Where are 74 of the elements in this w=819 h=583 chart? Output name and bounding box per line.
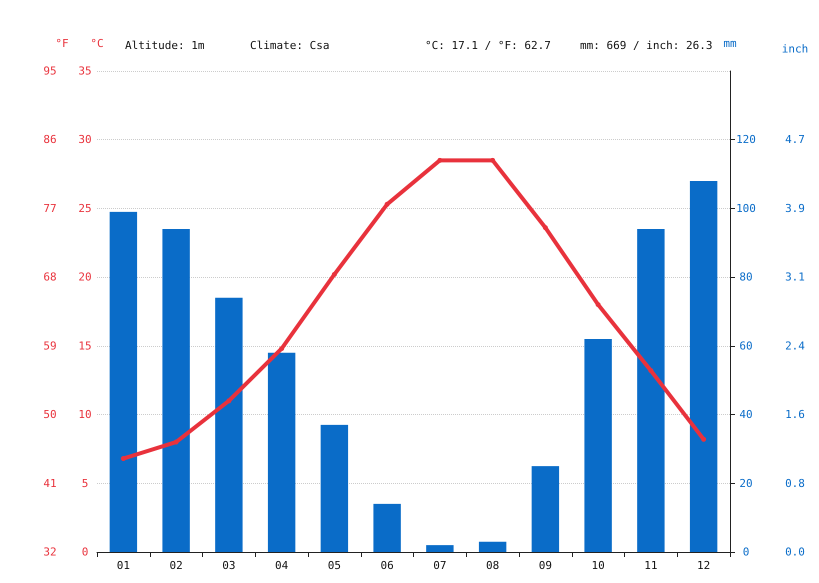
y3-tick-label: 77: [43, 202, 57, 215]
point: [437, 158, 442, 163]
x-tick-label: 07: [433, 559, 446, 572]
y-tick-label: 15: [78, 339, 92, 352]
point: [384, 202, 390, 207]
x-tick-label: 03: [222, 559, 236, 572]
text: 0.0: [785, 546, 805, 558]
x-tick-label: 10: [592, 559, 605, 572]
y2-tick-label: 0: [742, 546, 750, 558]
point: [490, 158, 496, 163]
y3-tick-label: 32: [43, 546, 57, 558]
y3-tick-label: 95: [43, 64, 57, 78]
x-tick-label: 08: [486, 559, 500, 572]
point: [701, 436, 706, 442]
x-tick-label: 04: [275, 559, 289, 572]
y-axis-title: °C: [90, 37, 104, 50]
point: [226, 398, 232, 404]
bar: [426, 545, 454, 552]
point: [542, 225, 548, 230]
bar: [215, 298, 243, 552]
x-tick-label: 01: [116, 559, 130, 572]
point: [279, 346, 284, 352]
bar: [268, 352, 296, 552]
bar: [532, 466, 560, 552]
bar: [162, 229, 190, 552]
y-tick-label: 25: [78, 202, 92, 215]
y3-axis-title: °F: [55, 37, 69, 50]
x-tick-label: 09: [538, 559, 552, 572]
y-tick-label: 20: [78, 270, 92, 284]
text: mm: 669 / inch: 26.3: [580, 39, 712, 52]
text: Altitude: 1m: [125, 39, 205, 52]
y-tick-label: 10: [78, 408, 92, 422]
y2-tick-label: 100: [736, 202, 756, 215]
y-tick-label: 5: [82, 476, 88, 490]
point: [120, 456, 126, 462]
y3-tick-label: 41: [43, 476, 57, 490]
x-tick-label: 05: [328, 559, 341, 572]
x-tick-label: 11: [644, 559, 658, 572]
bar: [373, 504, 401, 552]
bar: [478, 542, 506, 552]
bar: [637, 229, 665, 552]
text: 1.6: [785, 408, 805, 422]
y3-tick-label: 50: [43, 408, 57, 422]
y2-axis-title: mm: [723, 37, 737, 50]
y-tick-label: 35: [78, 64, 92, 78]
text: 2.4: [785, 339, 806, 352]
bar: [110, 212, 138, 552]
text: inch: [782, 42, 808, 56]
y3-tick-label: 59: [43, 339, 57, 352]
bar: [320, 424, 348, 552]
x-tick-label: 12: [697, 559, 710, 572]
y2-tick-label: 60: [739, 339, 753, 352]
y2-tick-label: 40: [739, 408, 753, 422]
text: Climate: Csa: [250, 39, 330, 52]
text: 0.8: [785, 476, 805, 490]
y2-tick-label: 20: [739, 476, 753, 490]
y3-tick-label: 86: [43, 133, 57, 146]
text: 4.7: [785, 133, 805, 146]
bar: [584, 338, 612, 552]
x-tick-label: 02: [170, 559, 183, 572]
y-tick-label: 30: [78, 133, 92, 146]
x-tick-label: 06: [380, 559, 394, 572]
point: [332, 272, 337, 277]
bar: [690, 180, 718, 552]
y2-tick-label: 120: [736, 133, 756, 146]
y3-tick-label: 68: [43, 270, 57, 284]
text: 3.1: [785, 270, 805, 284]
y-tick-label: 0: [82, 546, 88, 558]
point: [596, 302, 601, 308]
text: °C: 17.1 / °F: 62.7: [425, 39, 551, 52]
text: 3.9: [785, 202, 805, 215]
point: [174, 440, 179, 445]
point: [648, 368, 654, 374]
y2-tick-label: 80: [739, 270, 753, 284]
